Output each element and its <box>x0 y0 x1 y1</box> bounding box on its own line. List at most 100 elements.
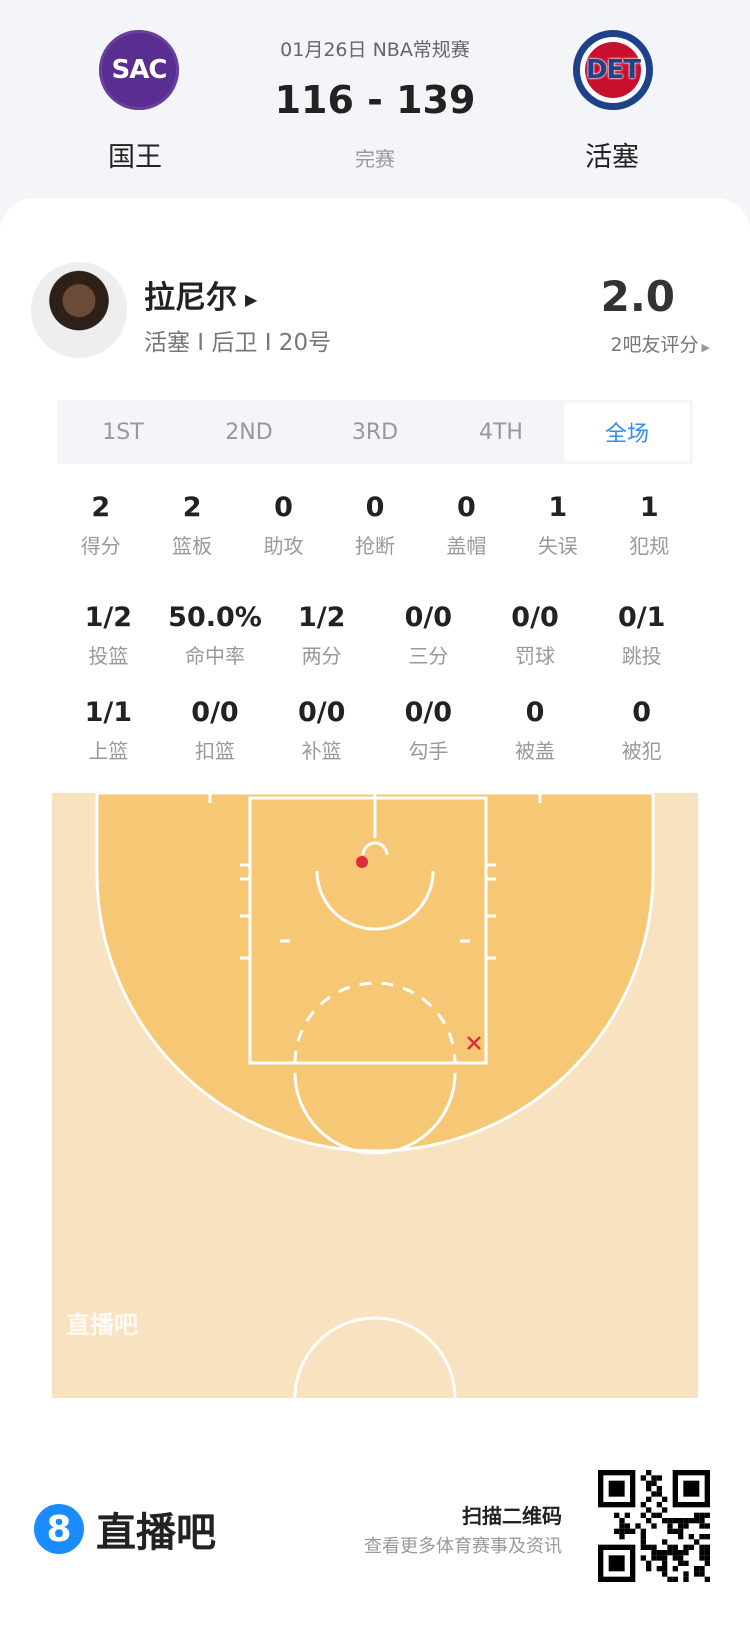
stat-value: 1 <box>639 492 659 523</box>
stat-label: 两分 <box>301 644 342 668</box>
stat-item: 0 被盖 <box>482 697 589 764</box>
stats-row-basic: 2 得分 2 篮板 0 助攻 0 抢断 0 盖帽 1 失误 1 犯规 <box>55 492 695 559</box>
stat-value: 2 <box>182 492 202 523</box>
stat-value: 1/2 <box>84 602 133 633</box>
logo-text: DET <box>585 42 641 98</box>
stat-label: 跳投 <box>621 644 662 668</box>
stat-label: 得分 <box>80 534 121 558</box>
game-date: 01月26日 NBA常规赛 <box>280 39 470 61</box>
period-tabs: 1ST 2ND 3RD 4TH 全场 <box>57 400 693 464</box>
stat-label: 抢断 <box>354 534 395 558</box>
stat-label: 扣篮 <box>195 739 235 763</box>
stat-item: 0/0 补篮 <box>268 697 375 764</box>
stat-item: 0/0 勾手 <box>375 697 482 764</box>
tab-4th[interactable]: 4TH <box>479 419 523 445</box>
player-avatar[interactable] <box>31 262 127 358</box>
stat-value: 1 <box>548 492 568 523</box>
stat-label: 投篮 <box>88 644 129 668</box>
logo-text: SAC <box>111 55 168 85</box>
player-info: 活塞 I 后卫 I 20号 <box>144 330 332 356</box>
restricted-area <box>315 870 435 931</box>
game-score: 116 - 139 <box>274 78 476 122</box>
home-team-name: 国王 <box>108 142 162 173</box>
player-name[interactable]: 拉尼尔 ▶ <box>144 272 257 317</box>
away-team-name: 活塞 <box>585 142 639 173</box>
zhibo8-logo: 8 直播吧 <box>34 1500 216 1558</box>
stat-label: 助攻 <box>263 534 304 558</box>
tab-3rd[interactable]: 3RD <box>351 419 399 445</box>
shot-chart-court: 直播吧 <box>52 793 698 1398</box>
hoop <box>361 841 389 856</box>
rating-label: 2吧友评分 <box>610 334 699 356</box>
stat-item: 50.0% 命中率 <box>162 602 269 669</box>
stat-value: 0 <box>632 697 652 728</box>
sac-team-logo[interactable]: SAC <box>99 30 179 110</box>
det-team-logo[interactable]: DET <box>573 30 653 110</box>
scan-qr-text: 扫描二维码 <box>462 1504 562 1528</box>
stat-value: 0/0 <box>191 697 239 728</box>
stat-value: 0 <box>274 492 293 523</box>
stats-row-shooting: 1/2 投篮 50.0% 命中率 1/2 两分 0/0 三分 0/0 罚球 0/1 跳投 <box>55 602 695 669</box>
stat-label: 上篮 <box>88 739 129 763</box>
stat-value: 0/0 <box>511 602 559 633</box>
caret-right-icon: ▶ <box>701 341 710 354</box>
stat-item: 0 助攻 <box>238 492 329 559</box>
stat-label: 被盖 <box>515 739 556 763</box>
stat-item: 0 盖帽 <box>421 492 512 559</box>
stat-item: 0/0 罚球 <box>482 602 589 669</box>
stat-value: 0/0 <box>404 697 453 728</box>
stat-label: 命中率 <box>185 644 245 668</box>
paint <box>248 796 488 1065</box>
stat-value: 0 <box>365 492 385 523</box>
stat-item: 1/2 两分 <box>268 602 375 669</box>
stat-item: 1/2 投篮 <box>55 602 162 669</box>
stat-label: 罚球 <box>515 644 556 668</box>
stat-label: 篮板 <box>172 534 213 558</box>
player-name-text: 拉尼尔 <box>144 280 237 316</box>
stat-value: 1/1 <box>84 697 133 728</box>
player-rating: 2.0 <box>600 272 675 321</box>
logo-8-icon: 8 <box>34 1504 84 1554</box>
stat-item: 1 犯规 <box>604 492 695 559</box>
stat-item: 0 被犯 <box>588 697 695 764</box>
stat-value: 0 <box>457 492 476 523</box>
stats-row-shot-types: 1/1 上篮 0/0 扣篮 0/0 补篮 0/0 勾手 0 被盖 0 被犯 <box>55 697 695 764</box>
stat-item: 1/1 上篮 <box>55 697 162 764</box>
center-circle <box>293 1316 457 1398</box>
rating-link[interactable]: 2吧友评分 ▶ <box>540 330 710 357</box>
stat-value: 0/1 <box>617 602 666 633</box>
stat-label: 被犯 <box>621 739 662 763</box>
stat-value: 0/0 <box>297 697 346 728</box>
free-throw-circle-lower <box>293 1072 457 1155</box>
stat-label: 补篮 <box>301 739 342 763</box>
tab-2nd[interactable]: 2ND <box>225 419 273 445</box>
brand-name: 直播吧 <box>96 1510 216 1556</box>
stat-item: 2 得分 <box>55 492 146 559</box>
stat-label: 盖帽 <box>446 534 487 558</box>
stat-item: 2 篮板 <box>146 492 237 559</box>
more-info-text: 查看更多体育赛事及资讯 <box>364 1536 562 1557</box>
stat-item: 0 抢断 <box>329 492 420 559</box>
stat-value: 2 <box>91 492 111 523</box>
watermark: 直播吧 <box>66 1311 138 1339</box>
stat-value: 1/2 <box>297 602 346 633</box>
stat-label: 勾手 <box>408 739 449 763</box>
stat-label: 失误 <box>537 534 578 558</box>
stat-item: 1 失误 <box>512 492 603 559</box>
game-status: 完赛 <box>355 147 395 171</box>
stat-value: 50.0% <box>168 602 262 633</box>
caret-right-icon: ▶ <box>245 290 258 309</box>
shot-made-marker[interactable] <box>356 856 368 868</box>
stat-item: 0/0 三分 <box>375 602 482 669</box>
stat-label: 犯规 <box>629 534 670 558</box>
tab-full-game[interactable]: 全场 <box>564 403 690 461</box>
stat-label: 三分 <box>408 644 449 668</box>
stat-value: 0 <box>525 697 545 728</box>
qr-code[interactable] <box>598 1470 710 1582</box>
three-point-line <box>95 793 655 1153</box>
tab-1st[interactable]: 1ST <box>102 419 144 445</box>
stat-item: 0/0 扣篮 <box>162 697 269 764</box>
shot-missed-marker[interactable] <box>467 1036 481 1050</box>
stat-value: 0/0 <box>404 602 453 633</box>
stat-item: 0/1 跳投 <box>588 602 695 669</box>
